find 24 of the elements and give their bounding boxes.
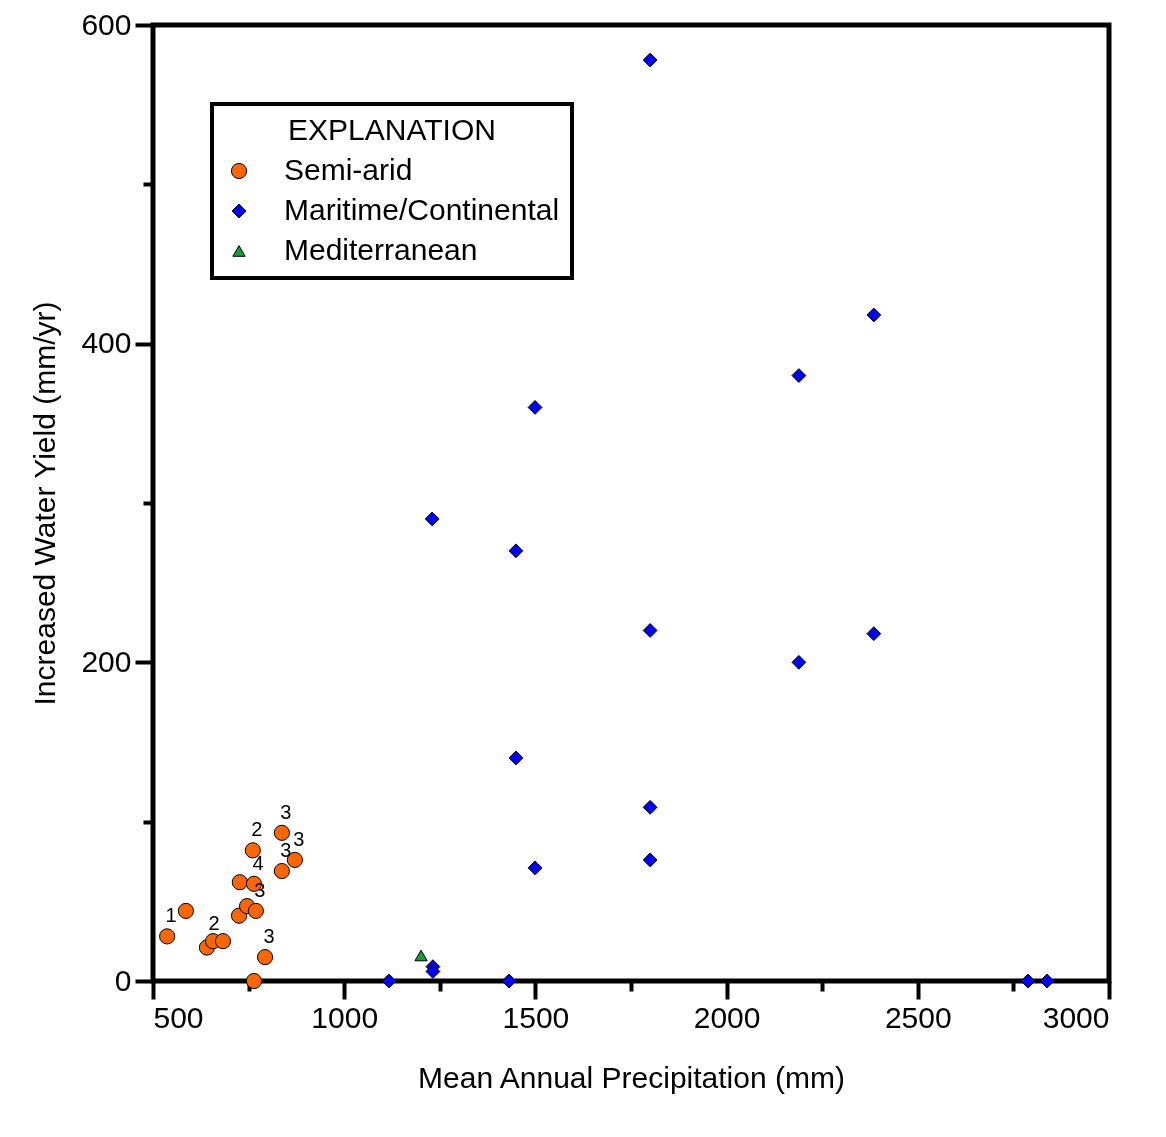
x-axis-title: Mean Annual Precipitation (mm) <box>418 1060 845 1094</box>
x-tick-label: 2000 <box>693 1000 761 1034</box>
x-tick-label: 500 <box>153 1000 204 1034</box>
legend-label: Mediterranean <box>284 233 478 266</box>
annotation: 3 <box>280 800 292 823</box>
annotation: 3 <box>280 839 292 862</box>
annotation: 3 <box>293 827 305 850</box>
annotation: 4 <box>252 851 264 874</box>
x-tick-label: 3000 <box>1042 1000 1110 1034</box>
legend-label: Maritime/Continental <box>284 193 560 226</box>
x-tick-label: 2500 <box>884 1000 952 1034</box>
y-tick-label: 400 <box>81 326 132 360</box>
annotation: 3 <box>263 925 275 948</box>
legend-title: EXPLANATION <box>288 113 496 146</box>
x-tick-label: 1500 <box>502 1000 570 1034</box>
annotation: 2 <box>251 818 263 841</box>
legend-label: Semi-arid <box>284 153 413 186</box>
y-tick-label: 600 <box>81 7 132 41</box>
y-axis-title: Increased Water Yield (mm/yr) <box>28 301 62 706</box>
x-tick-label: 1000 <box>311 1000 379 1034</box>
y-tick-label: 0 <box>114 963 132 997</box>
annotation: 2 <box>208 912 220 935</box>
y-tick-label: 200 <box>81 644 132 678</box>
annotation: 1 <box>165 904 177 927</box>
